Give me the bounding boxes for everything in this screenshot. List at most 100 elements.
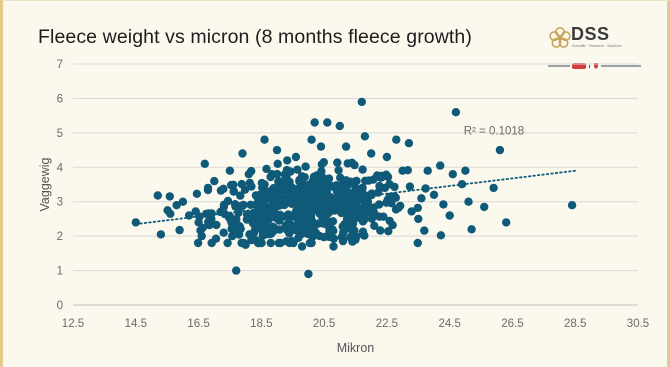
data-point (370, 221, 379, 230)
data-point (244, 170, 253, 179)
data-point (358, 227, 368, 236)
x-tick-label-24.5: 24.5 (438, 318, 460, 330)
chart-title: Fleece weight vs micron (8 months fleece… (38, 26, 472, 48)
data-point (336, 207, 345, 216)
data-point (223, 238, 232, 248)
brand-logo-text: DSS (571, 24, 610, 44)
data-point (436, 231, 446, 240)
data-point (230, 200, 240, 209)
data-point (278, 177, 287, 186)
x-tick-label-28.5: 28.5 (564, 318, 586, 330)
data-point (413, 238, 422, 248)
data-point (247, 182, 256, 191)
data-point (320, 199, 329, 209)
x-tick-label-30.5: 30.5 (627, 318, 649, 330)
data-point (310, 118, 319, 127)
data-point (341, 142, 351, 151)
data-point (324, 174, 334, 183)
data-point (445, 211, 454, 220)
data-point (291, 212, 301, 221)
data-point (318, 173, 327, 182)
y-tick-label-6: 6 (57, 93, 63, 105)
data-point (436, 161, 445, 170)
data-point (153, 191, 162, 200)
data-point (272, 169, 282, 179)
data-point (420, 226, 429, 235)
data-point (319, 158, 328, 167)
data-point (192, 189, 202, 198)
data-point (272, 188, 282, 197)
data-point (337, 232, 346, 242)
data-point (391, 193, 400, 202)
data-point (338, 222, 347, 231)
data-point (439, 200, 448, 209)
data-point (258, 183, 267, 192)
data-point (197, 231, 206, 241)
data-point (369, 175, 378, 184)
data-point (414, 214, 423, 224)
data-point (480, 202, 489, 212)
data-point (178, 197, 188, 206)
data-point (392, 135, 401, 144)
data-point (502, 218, 511, 227)
data-point (334, 166, 343, 175)
data-point (351, 235, 360, 244)
data-point (291, 224, 301, 233)
data-point (407, 207, 416, 216)
data-point (304, 269, 313, 279)
data-point (219, 228, 228, 237)
data-point (219, 200, 229, 209)
data-point (308, 201, 318, 211)
data-point (329, 204, 339, 213)
data-point (314, 190, 324, 199)
data-point (345, 219, 354, 229)
data-point (165, 192, 174, 201)
x-tick-label-16.5: 16.5 (187, 318, 209, 330)
data-point (238, 149, 247, 158)
data-point (131, 218, 140, 227)
x-axis-title: Mikron (337, 341, 375, 355)
data-point (361, 176, 370, 185)
flower-logo-icon (549, 27, 571, 48)
data-point (304, 212, 313, 222)
data-point (232, 266, 241, 275)
data-point (324, 232, 334, 242)
data-point (382, 152, 392, 162)
data-point (258, 208, 268, 217)
data-point (350, 160, 359, 170)
data-point (398, 166, 407, 175)
data-point (263, 194, 272, 203)
data-point (451, 108, 461, 117)
data-point (467, 225, 476, 234)
data-point (299, 221, 308, 231)
data-point (297, 172, 307, 181)
data-point (323, 118, 332, 127)
data-point (350, 177, 360, 186)
data-point (272, 145, 282, 155)
data-point (266, 172, 275, 182)
data-point (191, 207, 200, 216)
data-point (273, 159, 282, 168)
data-point (241, 240, 250, 249)
data-point (316, 142, 326, 151)
data-point (227, 217, 236, 227)
data-point (307, 238, 316, 248)
data-point (270, 208, 279, 217)
data-point (360, 210, 369, 220)
data-point (166, 209, 175, 218)
data-point (234, 221, 243, 230)
x-tick-label-26.5: 26.5 (501, 318, 523, 330)
data-point (273, 201, 283, 211)
data-point (376, 226, 385, 235)
data-point (319, 219, 328, 228)
data-point (247, 235, 256, 245)
y-axis-title: Vaggewig (38, 157, 52, 211)
data-point (200, 159, 209, 168)
data-point (370, 209, 379, 218)
data-point (404, 139, 414, 148)
data-point (250, 213, 259, 222)
brand-tagline: Scientific · Research · Solutions (572, 44, 622, 48)
trendline-r2-label: R² = 0.1018 (464, 126, 524, 138)
